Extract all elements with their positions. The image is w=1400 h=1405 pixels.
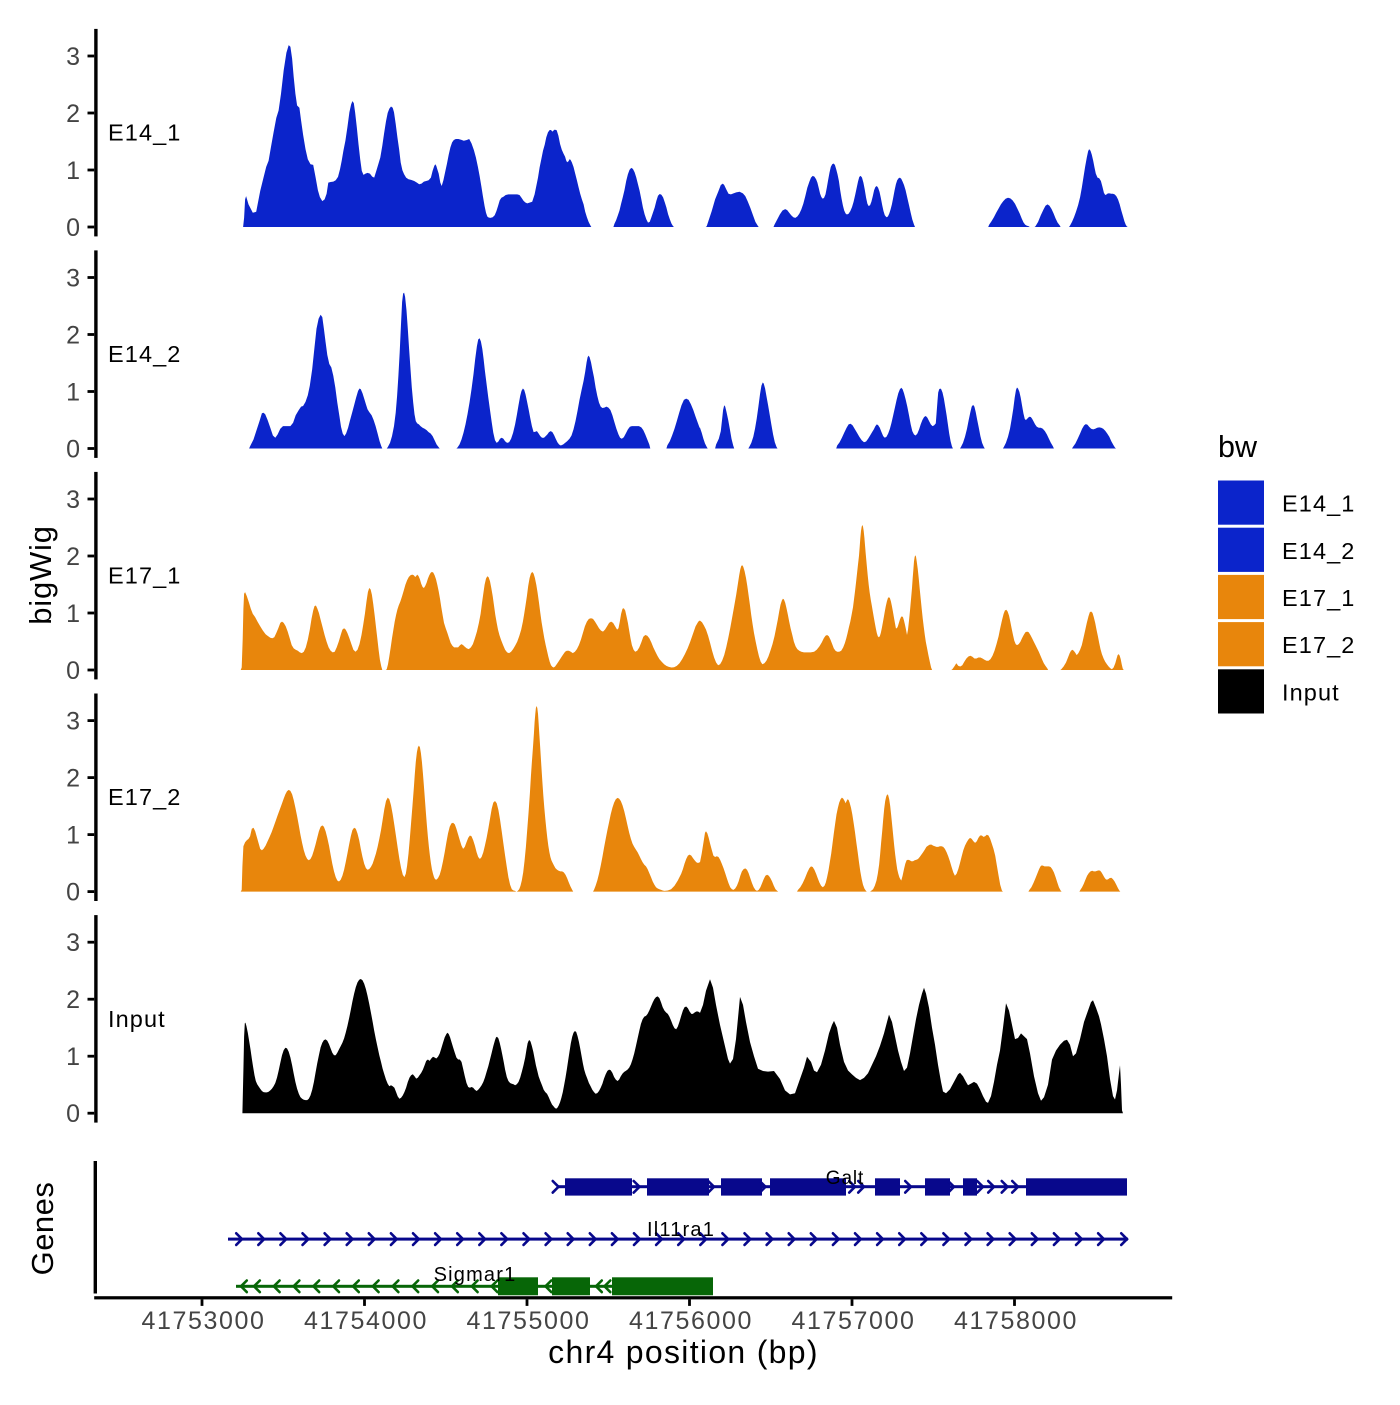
svg-text:41755000: 41755000 bbox=[466, 1307, 590, 1335]
svg-text:1: 1 bbox=[66, 600, 80, 628]
svg-text:2: 2 bbox=[66, 765, 80, 793]
svg-text:2: 2 bbox=[66, 986, 80, 1014]
svg-text:E14_1: E14_1 bbox=[1282, 491, 1355, 517]
svg-text:E17_2: E17_2 bbox=[1282, 632, 1355, 658]
svg-text:Input: Input bbox=[1282, 679, 1340, 705]
svg-text:E14_1: E14_1 bbox=[108, 120, 181, 146]
svg-text:3: 3 bbox=[66, 486, 80, 514]
svg-text:chr4 position (bp): chr4 position (bp) bbox=[548, 1334, 819, 1370]
svg-text:3: 3 bbox=[66, 708, 80, 736]
svg-text:E14_2: E14_2 bbox=[1282, 538, 1355, 564]
svg-text:0: 0 bbox=[66, 214, 80, 242]
svg-text:3: 3 bbox=[66, 43, 80, 71]
svg-text:0: 0 bbox=[66, 436, 80, 464]
svg-text:Genes: Genes bbox=[25, 1182, 60, 1276]
svg-text:2: 2 bbox=[66, 322, 80, 350]
svg-text:Il11ra1: Il11ra1 bbox=[647, 1219, 715, 1241]
svg-text:Sigmar1: Sigmar1 bbox=[434, 1264, 517, 1286]
svg-text:bw: bw bbox=[1218, 430, 1258, 464]
svg-text:41756000: 41756000 bbox=[629, 1307, 753, 1335]
svg-text:2: 2 bbox=[66, 543, 80, 571]
svg-text:2: 2 bbox=[66, 100, 80, 128]
svg-text:Input: Input bbox=[108, 1006, 166, 1032]
svg-text:1: 1 bbox=[66, 822, 80, 850]
svg-text:41754000: 41754000 bbox=[304, 1307, 428, 1335]
svg-text:41753000: 41753000 bbox=[141, 1307, 265, 1335]
svg-text:41757000: 41757000 bbox=[791, 1307, 915, 1335]
svg-text:3: 3 bbox=[66, 265, 80, 293]
svg-text:E17_1: E17_1 bbox=[108, 563, 181, 589]
svg-text:E14_2: E14_2 bbox=[108, 341, 181, 367]
svg-text:0: 0 bbox=[66, 1100, 80, 1128]
svg-text:bigWig: bigWig bbox=[23, 525, 58, 625]
svg-text:1: 1 bbox=[66, 157, 80, 185]
svg-text:0: 0 bbox=[66, 657, 80, 685]
svg-text:E17_2: E17_2 bbox=[108, 784, 181, 810]
svg-text:1: 1 bbox=[66, 379, 80, 407]
svg-text:0: 0 bbox=[66, 879, 80, 907]
svg-text:1: 1 bbox=[66, 1043, 80, 1071]
svg-text:3: 3 bbox=[66, 929, 80, 957]
svg-text:E17_1: E17_1 bbox=[1282, 585, 1355, 611]
svg-text:41758000: 41758000 bbox=[954, 1307, 1078, 1335]
svg-text:Galt: Galt bbox=[826, 1168, 864, 1189]
